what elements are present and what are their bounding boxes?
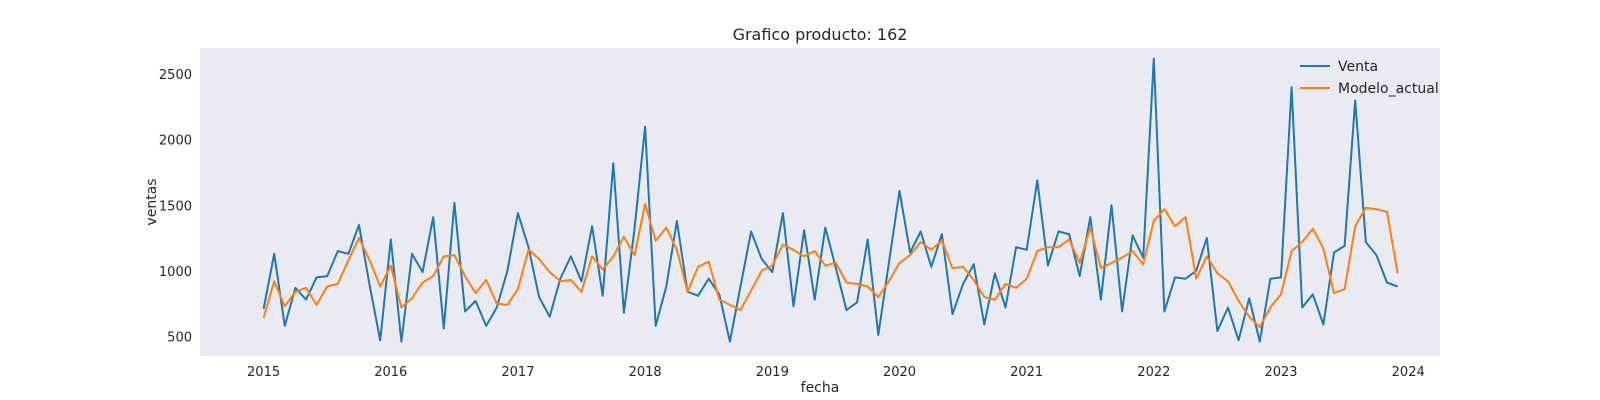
legend-label-venta: Venta [1338, 59, 1378, 75]
x-tick-label: 2021 [1010, 365, 1043, 380]
x-tick-label: 2016 [374, 365, 407, 380]
y-tick-label: 1000 [159, 265, 192, 280]
x-tick-label: 2015 [247, 365, 280, 380]
series-line-modelo-actual [262, 203, 1399, 329]
x-tick-label: 2024 [1392, 365, 1425, 380]
y-axis-label: ventas [144, 178, 160, 225]
y-tick-label: 2000 [159, 134, 192, 149]
y-tick-label: 1500 [159, 199, 192, 214]
x-tick-label: 2022 [1137, 365, 1170, 380]
series-lines [262, 57, 1399, 343]
legend-label-modelo-actual: Modelo_actual [1338, 81, 1439, 97]
y-tick-label: 2500 [159, 68, 192, 83]
chart-title: Grafico producto: 162 [733, 25, 908, 44]
x-tick-label: 2020 [883, 365, 916, 380]
x-axis-label: fecha [801, 380, 840, 396]
x-tick-label: 2019 [756, 365, 789, 380]
plot-area [200, 48, 1440, 356]
x-tick-label: 2018 [629, 365, 662, 380]
x-ticks: 2015 2016 2017 2018 2019 2020 2021 2022 2023 2024 [247, 365, 1425, 380]
series-line-venta [262, 57, 1398, 343]
x-tick-label: 2023 [1264, 365, 1297, 380]
y-ticks: 500 1000 1500 2000 2500 [159, 68, 192, 345]
x-tick-label: 2017 [501, 365, 534, 380]
y-tick-label: 500 [167, 330, 192, 345]
legend: Venta Modelo_actual [1300, 59, 1439, 97]
